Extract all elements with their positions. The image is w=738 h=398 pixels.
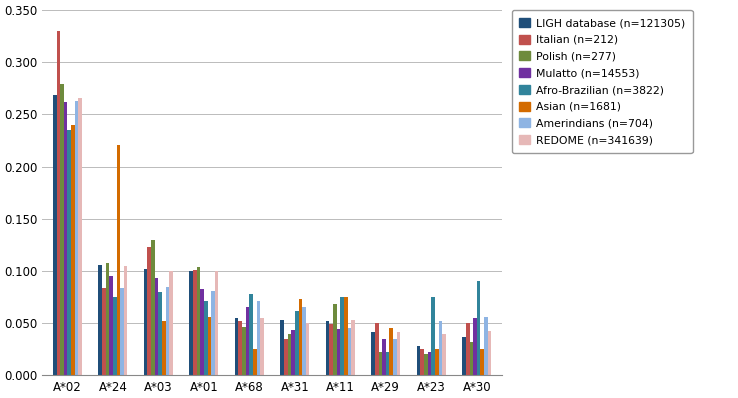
Bar: [438, 321, 442, 375]
Bar: [257, 301, 261, 375]
Bar: [159, 292, 162, 375]
Bar: [106, 263, 109, 375]
Bar: [253, 349, 257, 375]
Bar: [417, 346, 421, 375]
Bar: [211, 291, 215, 375]
Bar: [124, 266, 128, 375]
Bar: [75, 101, 78, 375]
Bar: [329, 324, 333, 375]
Bar: [292, 330, 295, 375]
Bar: [242, 327, 246, 375]
Bar: [193, 270, 196, 375]
Bar: [333, 304, 337, 375]
Bar: [284, 339, 288, 375]
Bar: [477, 281, 480, 375]
Bar: [424, 354, 428, 375]
Bar: [280, 320, 284, 375]
Bar: [488, 332, 492, 375]
Bar: [340, 297, 344, 375]
Bar: [113, 297, 117, 375]
Bar: [480, 349, 484, 375]
Bar: [102, 288, 106, 375]
Bar: [200, 289, 204, 375]
Bar: [337, 330, 340, 375]
Bar: [120, 288, 124, 375]
Bar: [386, 352, 390, 375]
Bar: [162, 321, 165, 375]
Bar: [60, 84, 63, 375]
Bar: [78, 98, 82, 375]
Bar: [207, 317, 211, 375]
Bar: [67, 130, 71, 375]
Bar: [165, 287, 169, 375]
Bar: [421, 349, 424, 375]
Bar: [261, 318, 264, 375]
Bar: [325, 321, 329, 375]
Bar: [484, 317, 488, 375]
Bar: [431, 297, 435, 375]
Bar: [379, 352, 382, 375]
Bar: [98, 265, 102, 375]
Bar: [466, 323, 469, 375]
Bar: [155, 278, 159, 375]
Bar: [382, 339, 386, 375]
Bar: [196, 267, 200, 375]
Bar: [469, 342, 473, 375]
Bar: [390, 328, 393, 375]
Bar: [428, 352, 431, 375]
Bar: [63, 102, 67, 375]
Bar: [215, 271, 218, 375]
Bar: [190, 271, 193, 375]
Bar: [371, 332, 375, 375]
Bar: [151, 240, 155, 375]
Bar: [57, 31, 60, 375]
Bar: [249, 294, 253, 375]
Bar: [397, 332, 401, 375]
Bar: [302, 307, 306, 375]
Bar: [348, 328, 351, 375]
Bar: [204, 301, 207, 375]
Bar: [238, 321, 242, 375]
Bar: [71, 125, 75, 375]
Bar: [375, 323, 379, 375]
Bar: [169, 271, 173, 375]
Bar: [442, 334, 446, 375]
Bar: [462, 337, 466, 375]
Bar: [288, 334, 292, 375]
Bar: [393, 339, 397, 375]
Bar: [144, 269, 148, 375]
Bar: [235, 318, 238, 375]
Bar: [295, 310, 298, 375]
Bar: [109, 276, 113, 375]
Bar: [306, 323, 309, 375]
Bar: [246, 307, 249, 375]
Bar: [117, 145, 120, 375]
Bar: [344, 297, 348, 375]
Bar: [148, 247, 151, 375]
Legend: LIGH database (n=121305), Italian (n=212), Polish (n=277), Mulatto (n=14553), Af: LIGH database (n=121305), Italian (n=212…: [512, 10, 692, 153]
Bar: [435, 349, 438, 375]
Bar: [298, 299, 302, 375]
Bar: [351, 320, 355, 375]
Bar: [53, 95, 57, 375]
Bar: [473, 318, 477, 375]
